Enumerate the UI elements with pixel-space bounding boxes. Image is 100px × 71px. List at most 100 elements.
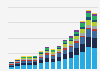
Bar	[51, 50, 55, 52]
Bar	[80, 22, 85, 23]
Bar	[57, 52, 61, 53]
Bar	[15, 60, 20, 61]
Bar	[68, 47, 73, 52]
Bar	[45, 47, 49, 48]
Bar	[86, 37, 91, 47]
Bar	[92, 16, 97, 20]
Bar	[63, 43, 67, 44]
Bar	[45, 55, 49, 58]
Bar	[9, 66, 14, 67]
Bar	[68, 38, 73, 40]
Bar	[33, 56, 38, 57]
Bar	[39, 60, 43, 63]
Bar	[27, 56, 32, 57]
Bar	[39, 54, 43, 56]
Bar	[9, 67, 14, 69]
Bar	[27, 63, 32, 65]
Bar	[74, 48, 79, 55]
Bar	[45, 50, 49, 51]
Bar	[15, 62, 20, 63]
Bar	[80, 36, 85, 37]
Bar	[15, 59, 20, 60]
Bar	[74, 43, 79, 48]
Bar	[86, 17, 91, 20]
Bar	[39, 57, 43, 58]
Bar	[86, 25, 91, 28]
Bar	[51, 59, 55, 62]
Bar	[33, 59, 38, 60]
Bar	[86, 13, 91, 17]
Bar	[68, 36, 73, 38]
Bar	[92, 20, 97, 22]
Bar	[86, 47, 91, 69]
Bar	[63, 50, 67, 54]
Bar	[39, 58, 43, 60]
Bar	[74, 32, 79, 34]
Bar	[51, 62, 55, 69]
Bar	[15, 64, 20, 66]
Bar	[45, 48, 49, 50]
Bar	[63, 47, 67, 48]
Bar	[45, 53, 49, 55]
Bar	[39, 56, 43, 57]
Bar	[74, 30, 79, 32]
Bar	[68, 46, 73, 47]
Bar	[21, 57, 26, 58]
Bar	[33, 65, 38, 69]
Bar	[80, 33, 85, 36]
Bar	[74, 39, 79, 41]
Bar	[51, 52, 55, 54]
Bar	[33, 60, 38, 61]
Bar	[39, 52, 43, 53]
Bar	[51, 56, 55, 59]
Bar	[57, 51, 61, 52]
Bar	[80, 29, 85, 33]
Bar	[21, 58, 26, 59]
Bar	[57, 47, 61, 48]
Bar	[33, 61, 38, 62]
Bar	[45, 58, 49, 62]
Bar	[15, 63, 20, 64]
Bar	[9, 63, 14, 64]
Bar	[57, 49, 61, 51]
Bar	[68, 52, 73, 58]
Bar	[15, 66, 20, 69]
Bar	[74, 41, 79, 43]
Bar	[27, 58, 32, 59]
Bar	[92, 48, 97, 69]
Bar	[9, 62, 14, 63]
Bar	[80, 52, 85, 69]
Bar	[57, 53, 61, 57]
Bar	[45, 62, 49, 69]
Bar	[51, 55, 55, 56]
Bar	[86, 11, 91, 13]
Bar	[57, 57, 61, 61]
Bar	[63, 54, 67, 59]
Bar	[21, 60, 26, 61]
Bar	[57, 48, 61, 49]
Bar	[45, 52, 49, 53]
Bar	[21, 59, 26, 60]
Bar	[80, 27, 85, 29]
Bar	[92, 26, 97, 29]
Bar	[33, 58, 38, 59]
Bar	[39, 51, 43, 52]
Bar	[27, 65, 32, 69]
Bar	[80, 37, 85, 44]
Bar	[63, 59, 67, 69]
Bar	[9, 65, 14, 66]
Bar	[9, 64, 14, 65]
Bar	[27, 61, 32, 63]
Bar	[63, 40, 67, 41]
Bar	[51, 49, 55, 50]
Bar	[27, 57, 32, 58]
Bar	[92, 22, 97, 26]
Bar	[63, 44, 67, 47]
Bar	[39, 63, 43, 69]
Bar	[33, 57, 38, 58]
Bar	[86, 10, 91, 11]
Bar	[68, 58, 73, 69]
Bar	[68, 44, 73, 46]
Bar	[80, 21, 85, 22]
Bar	[68, 40, 73, 41]
